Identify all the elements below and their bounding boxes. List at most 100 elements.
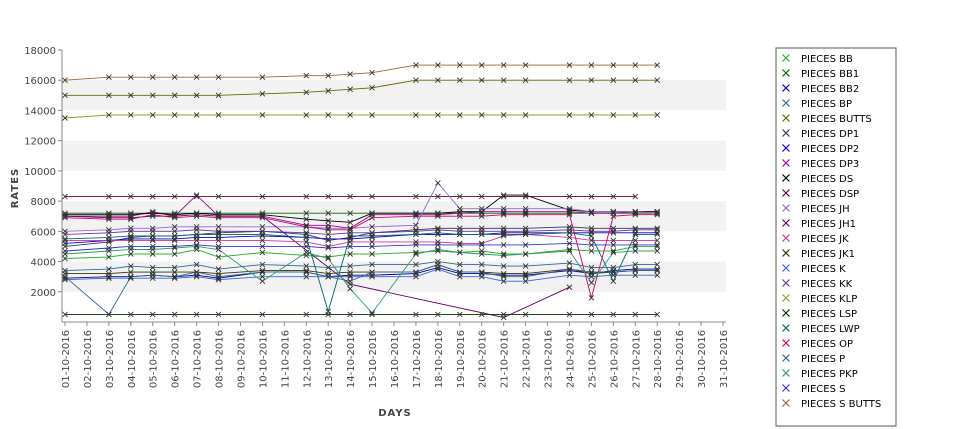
data-point (654, 267, 661, 274)
data-point (369, 234, 375, 241)
data-point (654, 112, 661, 118)
data-point (632, 77, 639, 84)
x-tick-label: 11-10-2016 (280, 330, 291, 388)
data-point (566, 311, 573, 318)
data-point (522, 210, 529, 217)
x-tick-label: 19-10-2016 (456, 330, 467, 388)
data-point (149, 233, 156, 239)
data-point (566, 240, 573, 247)
data-point (369, 84, 375, 91)
data-point (522, 251, 529, 257)
data-point (62, 213, 68, 220)
data-point (303, 243, 310, 250)
data-point (259, 311, 266, 318)
data-point (610, 248, 617, 254)
data-point (303, 193, 310, 200)
data-point (632, 62, 639, 68)
data-point (588, 62, 595, 68)
data-point (215, 223, 222, 230)
data-point (478, 242, 485, 248)
data-point (632, 231, 639, 238)
data-point (566, 211, 573, 218)
y-tick-label: 10000 (24, 167, 56, 178)
data-point (632, 193, 639, 200)
data-point (127, 216, 134, 223)
legend-label: PIECES DS (801, 174, 853, 185)
data-point (303, 273, 310, 280)
data-point (193, 311, 200, 318)
data-point (456, 249, 463, 256)
data-point (456, 242, 463, 248)
x-tick-label: 12-10-2016 (302, 330, 313, 388)
data-point (325, 210, 332, 217)
x-tick-label: 07-10-2016 (193, 330, 204, 388)
data-point (500, 205, 507, 212)
data-point (325, 237, 332, 244)
data-point (632, 267, 639, 274)
data-point (347, 225, 353, 232)
data-point (478, 240, 485, 247)
data-point (632, 266, 639, 272)
data-point (193, 192, 200, 198)
data-point (127, 263, 134, 269)
data-point (325, 273, 332, 280)
data-point (215, 266, 222, 272)
data-point (303, 112, 310, 118)
data-point (588, 233, 595, 239)
data-point (325, 264, 332, 271)
y-tick-label: 4000 (31, 258, 56, 269)
data-point (478, 269, 485, 275)
x-tick-label: 06-10-2016 (171, 330, 182, 388)
legend-label: PIECES S BUTTS (801, 399, 881, 410)
data-point (106, 245, 112, 251)
legend-label: PIECES DP1 (801, 129, 859, 140)
data-point (566, 230, 573, 236)
data-point (303, 234, 310, 241)
data-point (127, 228, 134, 235)
data-point (369, 243, 375, 250)
data-point (369, 239, 375, 245)
data-point (413, 269, 419, 275)
data-point (127, 275, 134, 281)
data-point (325, 254, 332, 260)
data-point (566, 246, 573, 253)
data-point (171, 112, 178, 118)
data-point (259, 231, 266, 238)
legend-label: PIECES KLP (801, 294, 857, 305)
data-point (347, 243, 353, 250)
grid-band (62, 140, 726, 171)
data-point (149, 243, 156, 250)
legend-marker (782, 264, 790, 272)
data-point (500, 263, 507, 269)
data-point (106, 74, 112, 81)
data-point (106, 193, 112, 200)
data-point (435, 180, 441, 186)
data-point (106, 230, 112, 236)
legend-marker (782, 324, 790, 332)
data-point (303, 89, 310, 96)
legend-marker (782, 249, 790, 257)
data-point (325, 255, 332, 262)
data-point (522, 62, 529, 68)
data-point (632, 261, 639, 268)
x-tick-label: 31-10-2016 (719, 330, 730, 388)
data-point (522, 231, 529, 238)
data-point (325, 227, 332, 233)
legend: PIECES BB PIECES BB1 PIECES BB2 PIECES BP PI… (775, 47, 897, 427)
legend-marker (782, 84, 790, 92)
legend-label: PIECES JH (801, 204, 850, 215)
data-point (654, 225, 661, 232)
data-point (500, 251, 507, 257)
data-point (106, 214, 112, 221)
legend-label: PIECES BB (801, 54, 853, 65)
data-point (149, 112, 156, 118)
data-point (127, 214, 134, 221)
legend-marker (782, 99, 790, 107)
data-point (413, 222, 419, 229)
data-point (62, 248, 68, 254)
data-point (171, 311, 178, 318)
data-point (149, 74, 156, 81)
data-point (654, 227, 661, 233)
data-point (478, 231, 485, 238)
data-point (347, 234, 353, 241)
